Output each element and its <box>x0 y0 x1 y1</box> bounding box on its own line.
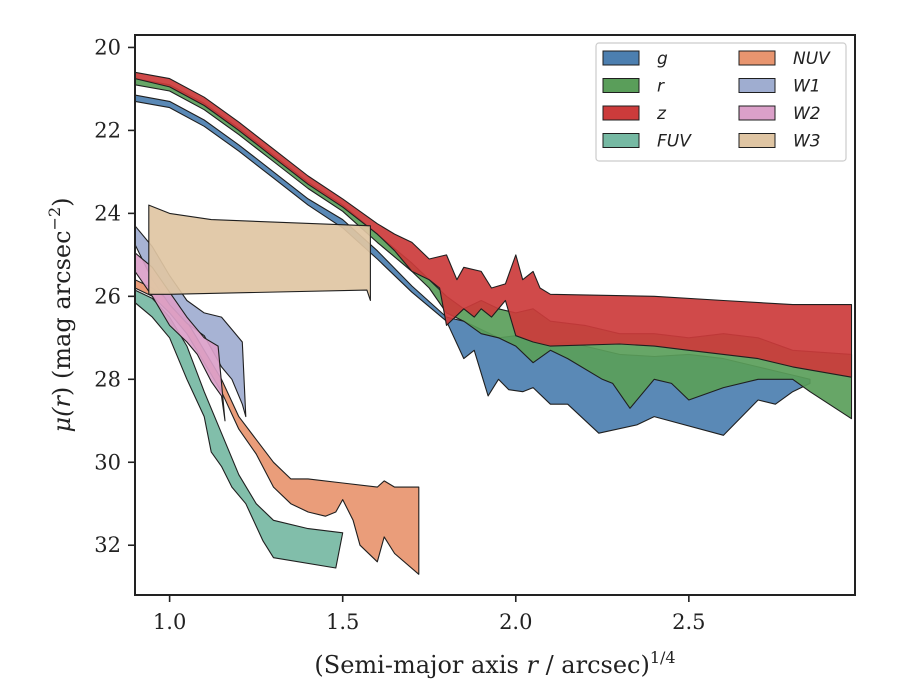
y-tick-label: 32 <box>94 533 121 557</box>
legend-swatch-NUV <box>738 50 776 66</box>
band-W3 <box>148 204 371 302</box>
y-tick-label: 28 <box>94 367 121 391</box>
y-axis: 20 22 24 26 28 30 32 <box>94 35 135 557</box>
legend: grz FUV NUV W1 W2 W3 <box>595 42 847 162</box>
legend-label-NUV: NUV <box>793 49 831 69</box>
legend-swatch-z <box>602 105 640 121</box>
y-tick-label: 30 <box>94 450 121 474</box>
x-tick-label: 2.0 <box>499 610 532 634</box>
legend-label-g: g <box>657 49 668 69</box>
y-tick-label: 20 <box>94 35 121 59</box>
legend-swatch-W2 <box>738 105 776 121</box>
plot-frame <box>134 34 856 596</box>
legend-swatch-FUV <box>602 133 640 148</box>
legend-frame <box>595 42 847 162</box>
band-z <box>135 71 853 378</box>
y-tick-label: 24 <box>94 201 121 225</box>
legend-label-W3: W3 <box>793 132 821 152</box>
y-tick-label: 26 <box>94 284 121 308</box>
x-tick-label: 1.0 <box>153 610 186 634</box>
legend-label-FUV: FUV <box>657 132 692 152</box>
y-axis-label: μ(r) (mag arcsec−2) <box>45 197 76 432</box>
band-g <box>135 94 811 436</box>
legend-label-r: r <box>657 77 665 97</box>
x-axis-label: (Semi-major axis r / arcsec)1/4 <box>314 648 675 679</box>
legend-label-W2: W2 <box>793 104 821 124</box>
x-tick-label: 1.5 <box>326 610 359 634</box>
legend-swatch-g <box>602 50 640 66</box>
legend-swatch-r <box>602 78 640 93</box>
y-tick-label: 22 <box>94 118 121 142</box>
legend-swatch-W3 <box>738 133 776 148</box>
x-axis: 1.0 1.5 2.0 2.5 <box>153 595 706 634</box>
x-tick-label: 2.5 <box>672 610 705 634</box>
band-FUV <box>135 289 344 569</box>
series-layer <box>135 71 853 575</box>
legend-swatch-W1 <box>738 78 776 93</box>
legend-label-z: z <box>656 104 667 124</box>
legend-label-W1: W1 <box>793 77 821 97</box>
